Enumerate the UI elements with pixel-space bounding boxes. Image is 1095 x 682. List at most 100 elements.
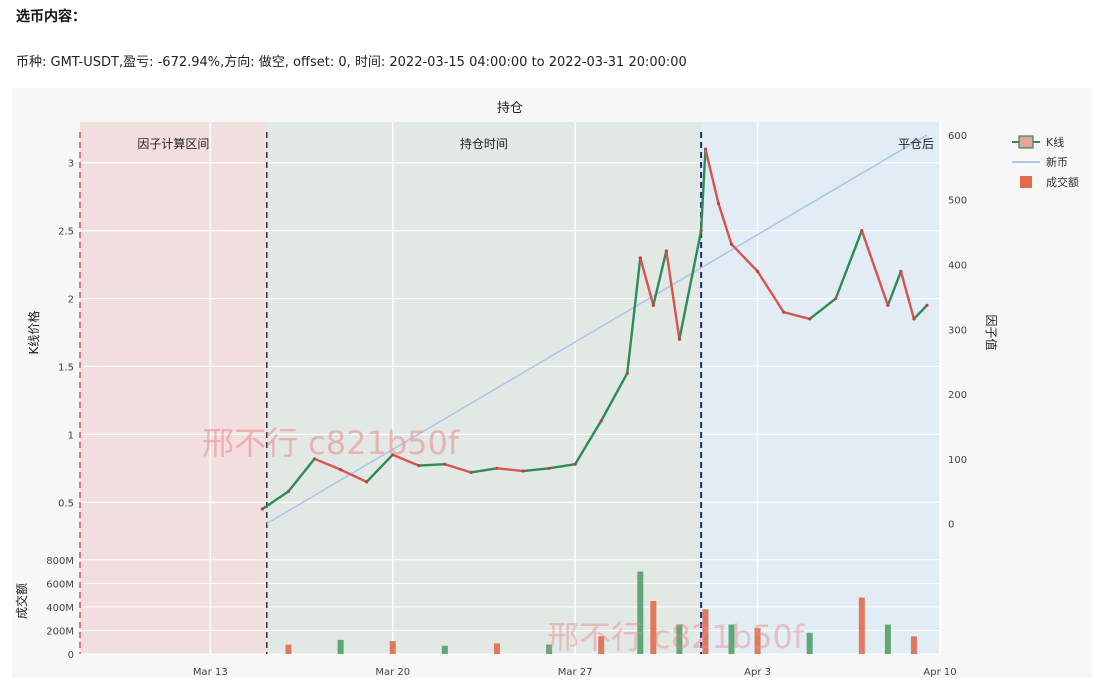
price-segment bbox=[704, 147, 720, 205]
y-left-tick-label: 1 bbox=[68, 430, 74, 441]
x-tick-label: Apr 10 bbox=[923, 667, 956, 678]
y-right-label: 因子值 bbox=[984, 314, 999, 350]
y-left-tick-label: 2 bbox=[68, 295, 74, 306]
after-region bbox=[701, 122, 940, 654]
region-label: 持仓时间 bbox=[460, 136, 508, 151]
y-volume-tick-label: 0 bbox=[68, 650, 74, 661]
y-left-tick-label: 0.5 bbox=[58, 498, 74, 509]
price-segment bbox=[912, 304, 929, 321]
price-segment bbox=[860, 229, 890, 307]
y-right-tick-label: 0 bbox=[948, 520, 954, 531]
volume-bar bbox=[598, 636, 605, 654]
y-right-tick-label: 400 bbox=[948, 260, 967, 271]
section-title: 选币内容： bbox=[16, 9, 86, 25]
volume-bar bbox=[546, 644, 553, 654]
price-point bbox=[729, 242, 734, 246]
trade-summary: 币种: GMT-USDT,盈亏: -672.94%,方向: 做空, offset… bbox=[16, 55, 687, 70]
legend-factor-label: 新币 bbox=[1046, 155, 1068, 169]
x-tick-label: Mar 20 bbox=[375, 667, 410, 678]
volume-bar bbox=[728, 624, 735, 654]
x-tick-label: Mar 27 bbox=[558, 667, 593, 678]
y-right-tick-label: 200 bbox=[948, 390, 967, 401]
price-segment bbox=[313, 457, 342, 471]
legend-volume-swatch bbox=[1020, 176, 1032, 188]
price-segment bbox=[639, 256, 655, 307]
price-point bbox=[339, 468, 343, 472]
volume-bar bbox=[806, 632, 813, 654]
price-segment bbox=[287, 457, 316, 493]
chart-title: 持仓 bbox=[497, 101, 523, 116]
price-segment bbox=[730, 243, 759, 273]
price-point bbox=[886, 303, 890, 307]
volume-bar bbox=[754, 628, 761, 654]
price-segment bbox=[391, 453, 420, 467]
y-left-tick-label: 3 bbox=[68, 159, 74, 170]
factor-region bbox=[80, 122, 267, 654]
volume-bar bbox=[676, 624, 683, 654]
price-segment bbox=[600, 372, 629, 422]
y-volume-tick-label: 200M bbox=[46, 626, 74, 637]
price-segment bbox=[678, 229, 703, 341]
price-point bbox=[417, 463, 421, 468]
price-segment bbox=[886, 270, 903, 307]
watermark-text: 邢不行 c821b50f bbox=[547, 618, 805, 656]
volume-bar bbox=[910, 636, 917, 654]
price-point bbox=[260, 507, 265, 511]
axes: Mar 13 Mar 20 Mar 27 Apr 3 Apr 10 0.5 1 1.5 2 2.5… bbox=[46, 131, 967, 678]
price-segment bbox=[521, 467, 551, 473]
x-tick-label: Apr 3 bbox=[744, 667, 771, 678]
price-point bbox=[547, 466, 551, 470]
price-point bbox=[312, 457, 317, 461]
watermark-text: 邢不行 c821b50f bbox=[202, 424, 460, 462]
y-left-label: K线价格 bbox=[26, 311, 41, 355]
price-point bbox=[573, 462, 577, 466]
volume-bar bbox=[285, 644, 292, 654]
x-tick-label: Mar 13 bbox=[193, 667, 228, 678]
legend-kline-swatch bbox=[1018, 135, 1034, 149]
price-segment bbox=[417, 463, 447, 467]
position-chart: Mar 13 Mar 20 Mar 27 Apr 3 Apr 10 0.5 1 1.5 2 2.5… bbox=[14, 101, 1079, 678]
price-point bbox=[808, 317, 812, 321]
price-point bbox=[469, 470, 473, 474]
price-point bbox=[391, 453, 395, 457]
y-right-tick-label: 500 bbox=[948, 196, 967, 207]
grid-lines bbox=[80, 122, 941, 655]
volume-bar bbox=[441, 645, 448, 654]
volume-bar bbox=[650, 601, 657, 654]
price-point bbox=[651, 303, 655, 307]
price-segment bbox=[339, 468, 368, 484]
position-region bbox=[266, 122, 702, 654]
volume-bar bbox=[637, 571, 644, 654]
y-volume-tick-label: 600M bbox=[46, 579, 74, 590]
price-point bbox=[521, 469, 525, 473]
legend-kline-label: K线 bbox=[1046, 135, 1064, 149]
price-point bbox=[782, 310, 786, 314]
price-segment bbox=[652, 249, 668, 307]
price-segment bbox=[717, 202, 733, 246]
price-point bbox=[638, 256, 642, 260]
price-point bbox=[716, 201, 721, 206]
volume-bar bbox=[493, 643, 500, 654]
price-point bbox=[834, 296, 838, 301]
price-point bbox=[860, 229, 864, 233]
price-segment bbox=[699, 147, 707, 232]
price-point bbox=[365, 480, 369, 484]
factor-series bbox=[266, 134, 928, 525]
price-segment bbox=[547, 463, 577, 470]
price-segment bbox=[261, 490, 290, 511]
price-point bbox=[664, 249, 668, 253]
price-point bbox=[699, 229, 703, 233]
kline-series bbox=[260, 147, 929, 511]
price-segment bbox=[899, 270, 916, 321]
legend-volume-label: 成交额 bbox=[1046, 175, 1079, 189]
price-segment bbox=[365, 453, 394, 484]
price-segment bbox=[443, 463, 473, 474]
price-segment bbox=[756, 270, 785, 314]
price-point bbox=[443, 462, 447, 466]
price-segment bbox=[626, 256, 642, 375]
price-point bbox=[599, 419, 603, 423]
price-segment bbox=[665, 249, 681, 341]
price-segment bbox=[782, 310, 811, 321]
